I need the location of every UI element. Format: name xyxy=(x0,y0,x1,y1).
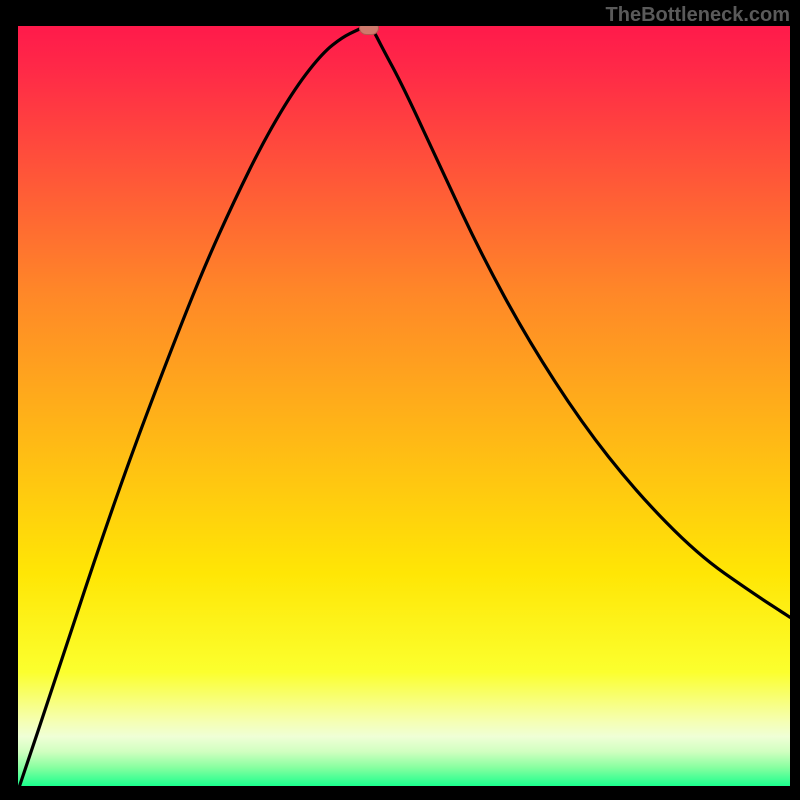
bottleneck-curve xyxy=(18,26,790,786)
watermark-text: TheBottleneck.com xyxy=(606,4,790,27)
optimal-point-marker xyxy=(359,26,379,35)
chart-container: { "watermark": { "text": "TheBottleneck.… xyxy=(0,0,800,800)
plot-area xyxy=(18,26,790,786)
